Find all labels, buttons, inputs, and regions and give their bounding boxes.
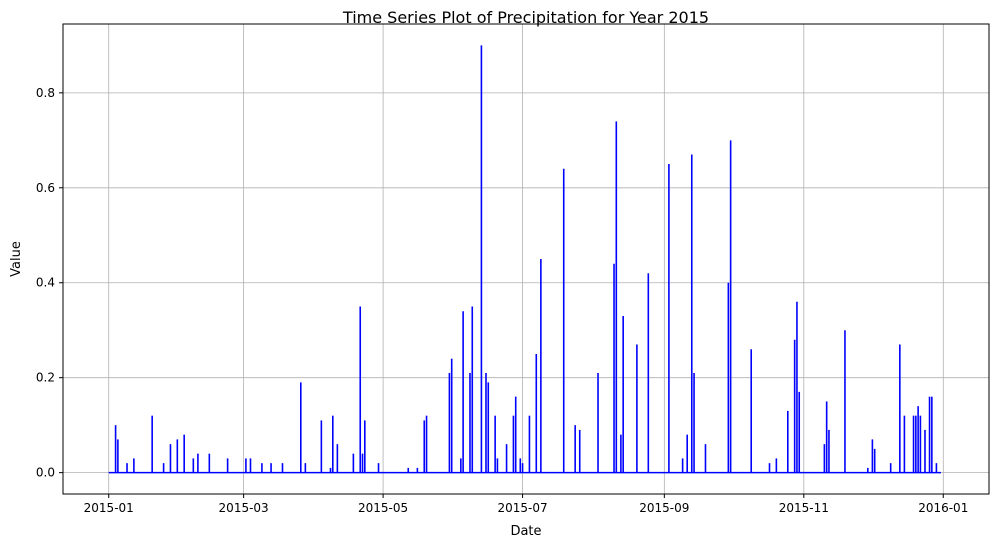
x-tick-label: 2015-09 (639, 501, 689, 515)
y-tick-label: 0.0 (36, 466, 55, 480)
x-tick-label: 2015-11 (779, 501, 829, 515)
x-tick-label: 2016-01 (918, 501, 968, 515)
x-axis-label: Date (510, 524, 541, 539)
y-axis-label: Value (9, 241, 24, 277)
y-axis-ticks: 0.0 0.2 0.4 0.6 0.8 (36, 86, 63, 480)
y-tick-label: 0.2 (36, 371, 55, 385)
x-axis-ticks: 2015-01 2015-03 2015-05 2015-07 2015-09 2015-… (84, 494, 968, 515)
y-tick-label: 0.4 (36, 276, 55, 290)
grid-lines (63, 24, 989, 494)
series-precipitation (108, 45, 941, 474)
x-tick-label: 2015-01 (84, 501, 134, 515)
plot-frame (62, 23, 990, 495)
y-tick-label: 0.8 (36, 86, 55, 100)
y-tick-label: 0.6 (36, 181, 55, 195)
x-tick-label: 2015-05 (358, 501, 408, 515)
x-tick-label: 2015-07 (498, 501, 548, 515)
chart-title: Time Series Plot of Precipitation for Ye… (342, 8, 709, 27)
x-tick-label: 2015-03 (219, 501, 269, 515)
